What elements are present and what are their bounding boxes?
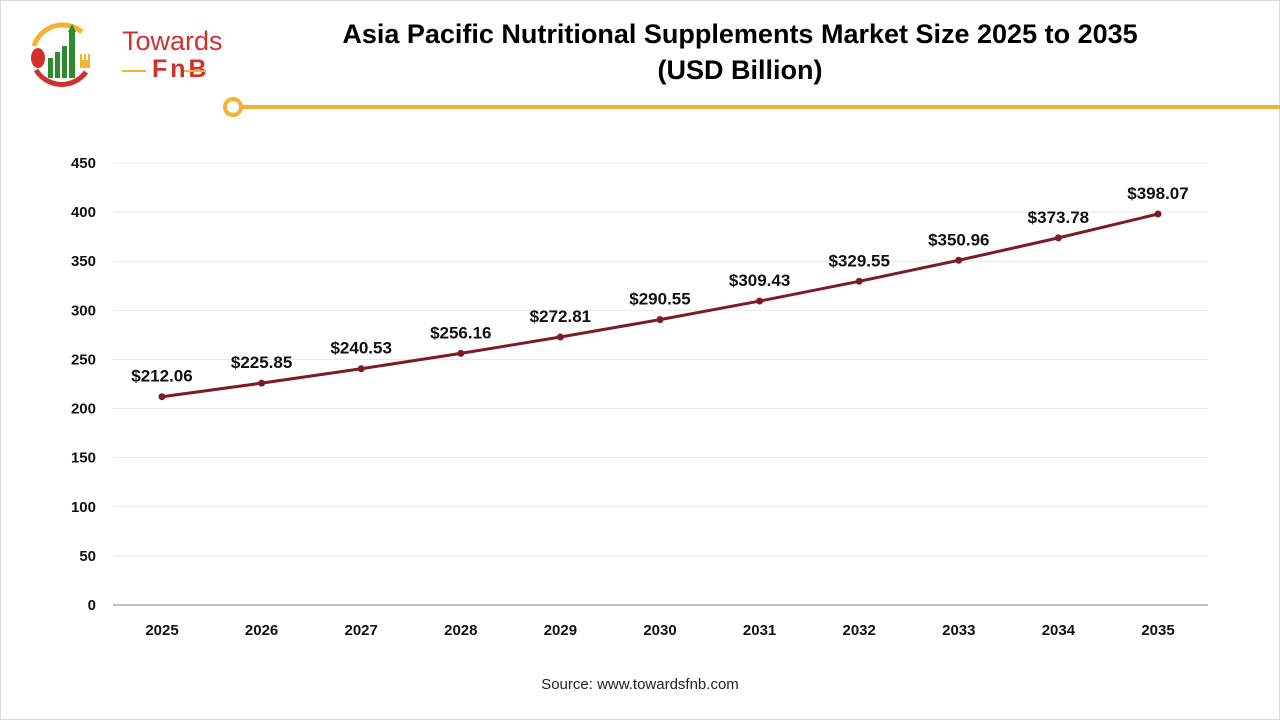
y-tick-label: 0 [88, 597, 96, 614]
x-tick-label: 2034 [1042, 622, 1076, 639]
gridlines [113, 162, 1208, 557]
x-tick-label: 2031 [743, 622, 776, 639]
logo-emblem-icon [31, 22, 90, 87]
chart-title-line1: Asia Pacific Nutritional Supplements Mar… [342, 19, 1138, 49]
y-tick-label: 400 [71, 204, 96, 221]
x-tick-label: 2033 [942, 622, 975, 639]
y-tick-label: 50 [79, 548, 96, 565]
x-axis-ticks: 2025 2026 2027 2028 2029 2030 2031 2032 2033 2034… [145, 622, 1174, 639]
logo-dash-left [122, 70, 146, 72]
data-point-marker [855, 277, 863, 285]
data-label: $373.78 [1028, 208, 1089, 227]
logo-dash-right [184, 70, 206, 72]
x-tick-label: 2030 [643, 622, 676, 639]
towards-fnb-logo: Towards FnB [24, 18, 223, 90]
data-point-marker [258, 379, 266, 387]
data-point-marker [457, 349, 465, 357]
data-label: $309.43 [729, 271, 790, 290]
y-tick-label: 150 [71, 450, 96, 467]
data-labels: $212.06 $225.85 $240.53 $256.16 $272.81 $290.… [131, 184, 1188, 386]
data-point-marker [656, 316, 664, 324]
data-label: $225.85 [231, 353, 292, 372]
data-label: $240.53 [330, 339, 391, 358]
data-point-marker [556, 333, 564, 341]
x-tick-label: 2025 [145, 622, 178, 639]
y-tick-label: 200 [71, 401, 96, 418]
underline-knob-icon [223, 97, 243, 117]
data-point-marker [1154, 210, 1162, 218]
x-tick-label: 2035 [1141, 622, 1174, 639]
y-tick-label: 450 [71, 155, 96, 172]
title-underline [240, 105, 1280, 109]
logo-submark: FnB [152, 55, 210, 83]
y-tick-label: 100 [71, 499, 96, 516]
x-tick-label: 2026 [245, 622, 278, 639]
data-label: $272.81 [530, 307, 591, 326]
data-label: $290.55 [629, 290, 690, 309]
x-tick-label: 2028 [444, 622, 477, 639]
y-tick-label: 350 [71, 253, 96, 270]
source-note: Source: www.towardsfnb.com [541, 676, 739, 693]
logo-wordmark: Towards [122, 26, 223, 56]
data-label: $398.07 [1127, 184, 1188, 203]
y-axis-ticks: 0 50 100 150 200 250 300 350 400 450 [71, 155, 96, 614]
data-label: $329.55 [828, 251, 889, 270]
data-points [158, 210, 1162, 401]
data-label: $256.16 [430, 323, 491, 342]
data-point-marker [756, 297, 764, 305]
data-label: $350.96 [928, 230, 989, 249]
x-tick-label: 2027 [345, 622, 378, 639]
x-tick-label: 2032 [843, 622, 876, 639]
data-point-marker [955, 256, 963, 264]
y-tick-label: 300 [71, 302, 96, 319]
x-tick-label: 2029 [544, 622, 577, 639]
data-point-marker [1054, 234, 1062, 242]
chart-title-line2: (USD Billion) [657, 55, 823, 85]
data-point-marker [158, 393, 166, 401]
y-tick-label: 250 [71, 351, 96, 368]
chart-title: Asia Pacific Nutritional Supplements Mar… [260, 16, 1220, 88]
data-point-marker [357, 365, 365, 373]
data-label: $212.06 [131, 367, 192, 386]
